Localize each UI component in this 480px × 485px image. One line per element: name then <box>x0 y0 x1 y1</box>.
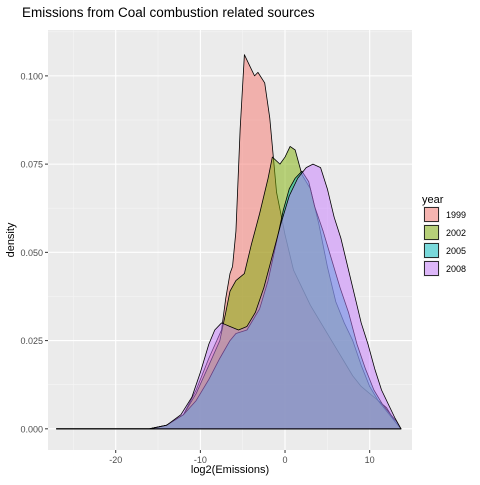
x-tick-label: 10 <box>365 455 375 465</box>
legend-swatch-2005 <box>424 243 439 258</box>
y-axis-title: density <box>5 222 17 257</box>
legend-title: year <box>422 194 444 206</box>
density-area-2008 <box>56 163 402 430</box>
legend-swatch-1999 <box>424 207 439 222</box>
legend-swatch-2002 <box>424 225 439 240</box>
legend-label-2005: 2005 <box>446 246 466 256</box>
y-tick-label: 0.100 <box>20 71 43 81</box>
y-tick-label: 0.050 <box>20 248 43 258</box>
x-tick-label: -20 <box>109 455 122 465</box>
x-axis: -20 -10 0 10 <box>109 450 375 465</box>
legend-swatch-2008 <box>424 261 439 276</box>
y-tick-label: 0.025 <box>20 336 43 346</box>
y-tick-label: 0.075 <box>20 160 43 170</box>
x-tick-label: 0 <box>283 455 288 465</box>
legend-label-2008: 2008 <box>446 264 466 274</box>
chart-title: Emissions from Coal combustion related s… <box>22 5 315 20</box>
x-axis-title: log2(Emissions) <box>191 464 269 476</box>
legend: year 1999 2002 2005 2008 <box>422 194 466 277</box>
x-tick-label: -10 <box>194 455 207 465</box>
y-tick-label: 0.000 <box>20 424 43 434</box>
legend-label-1999: 1999 <box>446 210 466 220</box>
legend-label-2002: 2002 <box>446 228 466 238</box>
y-axis: 0.000 0.025 0.050 0.075 0.100 <box>20 71 48 434</box>
series-layer <box>56 54 402 430</box>
